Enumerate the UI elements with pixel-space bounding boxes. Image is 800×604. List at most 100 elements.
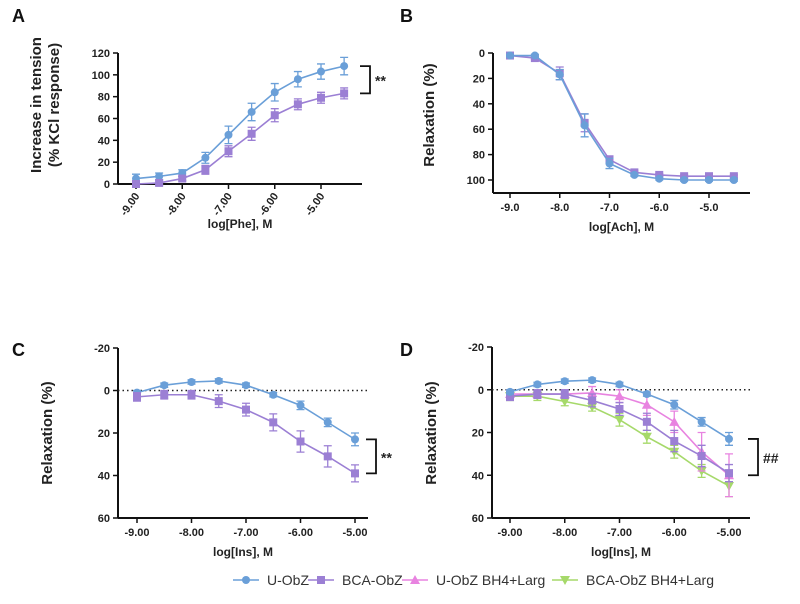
y-tick-label: -20 [468,342,484,354]
data-point [642,417,651,426]
data-point [559,397,570,407]
significance-label: ** [375,73,386,89]
y-axis-label: (% KCl response) [46,43,63,167]
panel-c: C -20 0 20 40 60 -9.00 -8.00 -7.00 -6.00 -5.00 log[… [12,340,392,559]
data-point [705,176,713,184]
panel-b: B 0 20 40 60 80 100 -9.0 -8.0 -7.0 -6.0 -5.0 log[Ach… [400,6,750,234]
series-u-obz [133,376,359,447]
data-point [641,432,652,442]
data-point [669,416,680,426]
data-point [293,75,302,84]
series-u-obz [132,56,349,184]
panel-d: D -20 0 20 40 60 -9.00 -8.00 -7.00 -6.00 -5.00 log[… [400,340,779,559]
x-tick-label: -8.00 [179,527,204,539]
data-point [270,111,279,120]
data-point [293,100,302,109]
legend-marker [317,576,325,584]
panel-label: C [12,340,25,360]
data-point [296,401,305,410]
data-point [697,417,706,426]
data-point [323,452,332,461]
data-point [317,67,325,76]
data-point [296,437,305,446]
x-tick-label: -6.00 [662,527,687,539]
series-bca-obz [506,389,733,483]
data-point [187,390,196,399]
data-point [269,418,278,427]
y-tick-label: 40 [98,135,110,147]
data-point [655,174,664,183]
panel-label: D [400,340,413,360]
legend-marker [242,576,250,584]
x-tick-label: -9.00 [124,527,149,539]
legend-label: U-ObZ BH4+Larg [436,572,545,588]
panel-label: B [400,6,413,26]
significance-label: ## [763,450,779,466]
data-point [351,435,359,444]
y-tick-label: 20 [98,157,110,169]
y-tick-label: 100 [92,70,110,82]
series-bca-obz [506,51,738,181]
x-tick-label: -5.00 [303,191,327,218]
x-tick-label: -7.0 [600,202,619,214]
data-point [224,147,233,156]
significance-bracket [366,438,377,475]
data-point [340,62,349,71]
y-tick-label: 80 [473,150,485,162]
data-point [697,452,706,461]
x-tick-label: -6.0 [650,202,669,214]
legend-marker [560,576,570,585]
data-point [605,159,614,168]
legend: U-ObZ BCA-ObZ U-ObZ BH4+Larg BCA-ObZ BH4+La… [233,572,714,588]
series-line [135,65,345,180]
y-tick-label: 40 [472,470,484,482]
series-bca-obz [132,87,349,188]
data-point [317,93,325,102]
x-tick-label: -5.0 [700,202,719,214]
y-tick-label: 80 [98,92,110,104]
x-axis-label: log[Ins], M [213,545,273,559]
series-bca-obz [133,389,359,483]
y-tick-label: 60 [472,513,484,525]
series-line [509,54,734,177]
data-point [642,390,651,399]
x-tick-label: -9.00 [497,527,522,539]
data-point [680,176,689,184]
data-point [560,377,569,386]
data-point [160,381,169,390]
data-point [247,129,256,138]
data-point [340,89,349,98]
series-line [510,54,734,181]
panel-a: A 0 20 40 60 80 100 120 -9.00 -8.00 -7.00 -6.00 -5.0… [12,6,386,231]
y-tick-label: 40 [473,99,485,111]
data-point [615,404,624,413]
data-point [555,70,564,79]
x-tick-label: -7.00 [607,527,632,539]
y-tick-label: 60 [98,114,110,126]
data-point [133,392,141,401]
x-tick-label: -7.00 [211,191,235,218]
data-point [178,174,187,183]
data-point [155,178,164,187]
data-point [506,392,514,401]
y-tick-label: 60 [98,513,110,525]
data-point [641,399,652,409]
x-tick-label: -5.00 [342,527,367,539]
y-tick-label: -20 [94,343,110,355]
data-point [323,418,332,427]
y-tick-label: 0 [104,179,110,191]
x-axis-label: log[Ach], M [589,220,654,234]
x-tick-label: -5.00 [716,527,741,539]
data-point [224,130,233,139]
y-axis-label: Relaxation (%) [423,381,440,484]
data-point [187,378,196,386]
series-line [135,92,345,185]
data-point [530,51,539,60]
data-point [533,390,542,399]
legend-marker [410,575,420,584]
data-point [615,380,624,389]
data-point [242,381,250,390]
data-point [614,415,625,425]
data-point [351,469,359,478]
